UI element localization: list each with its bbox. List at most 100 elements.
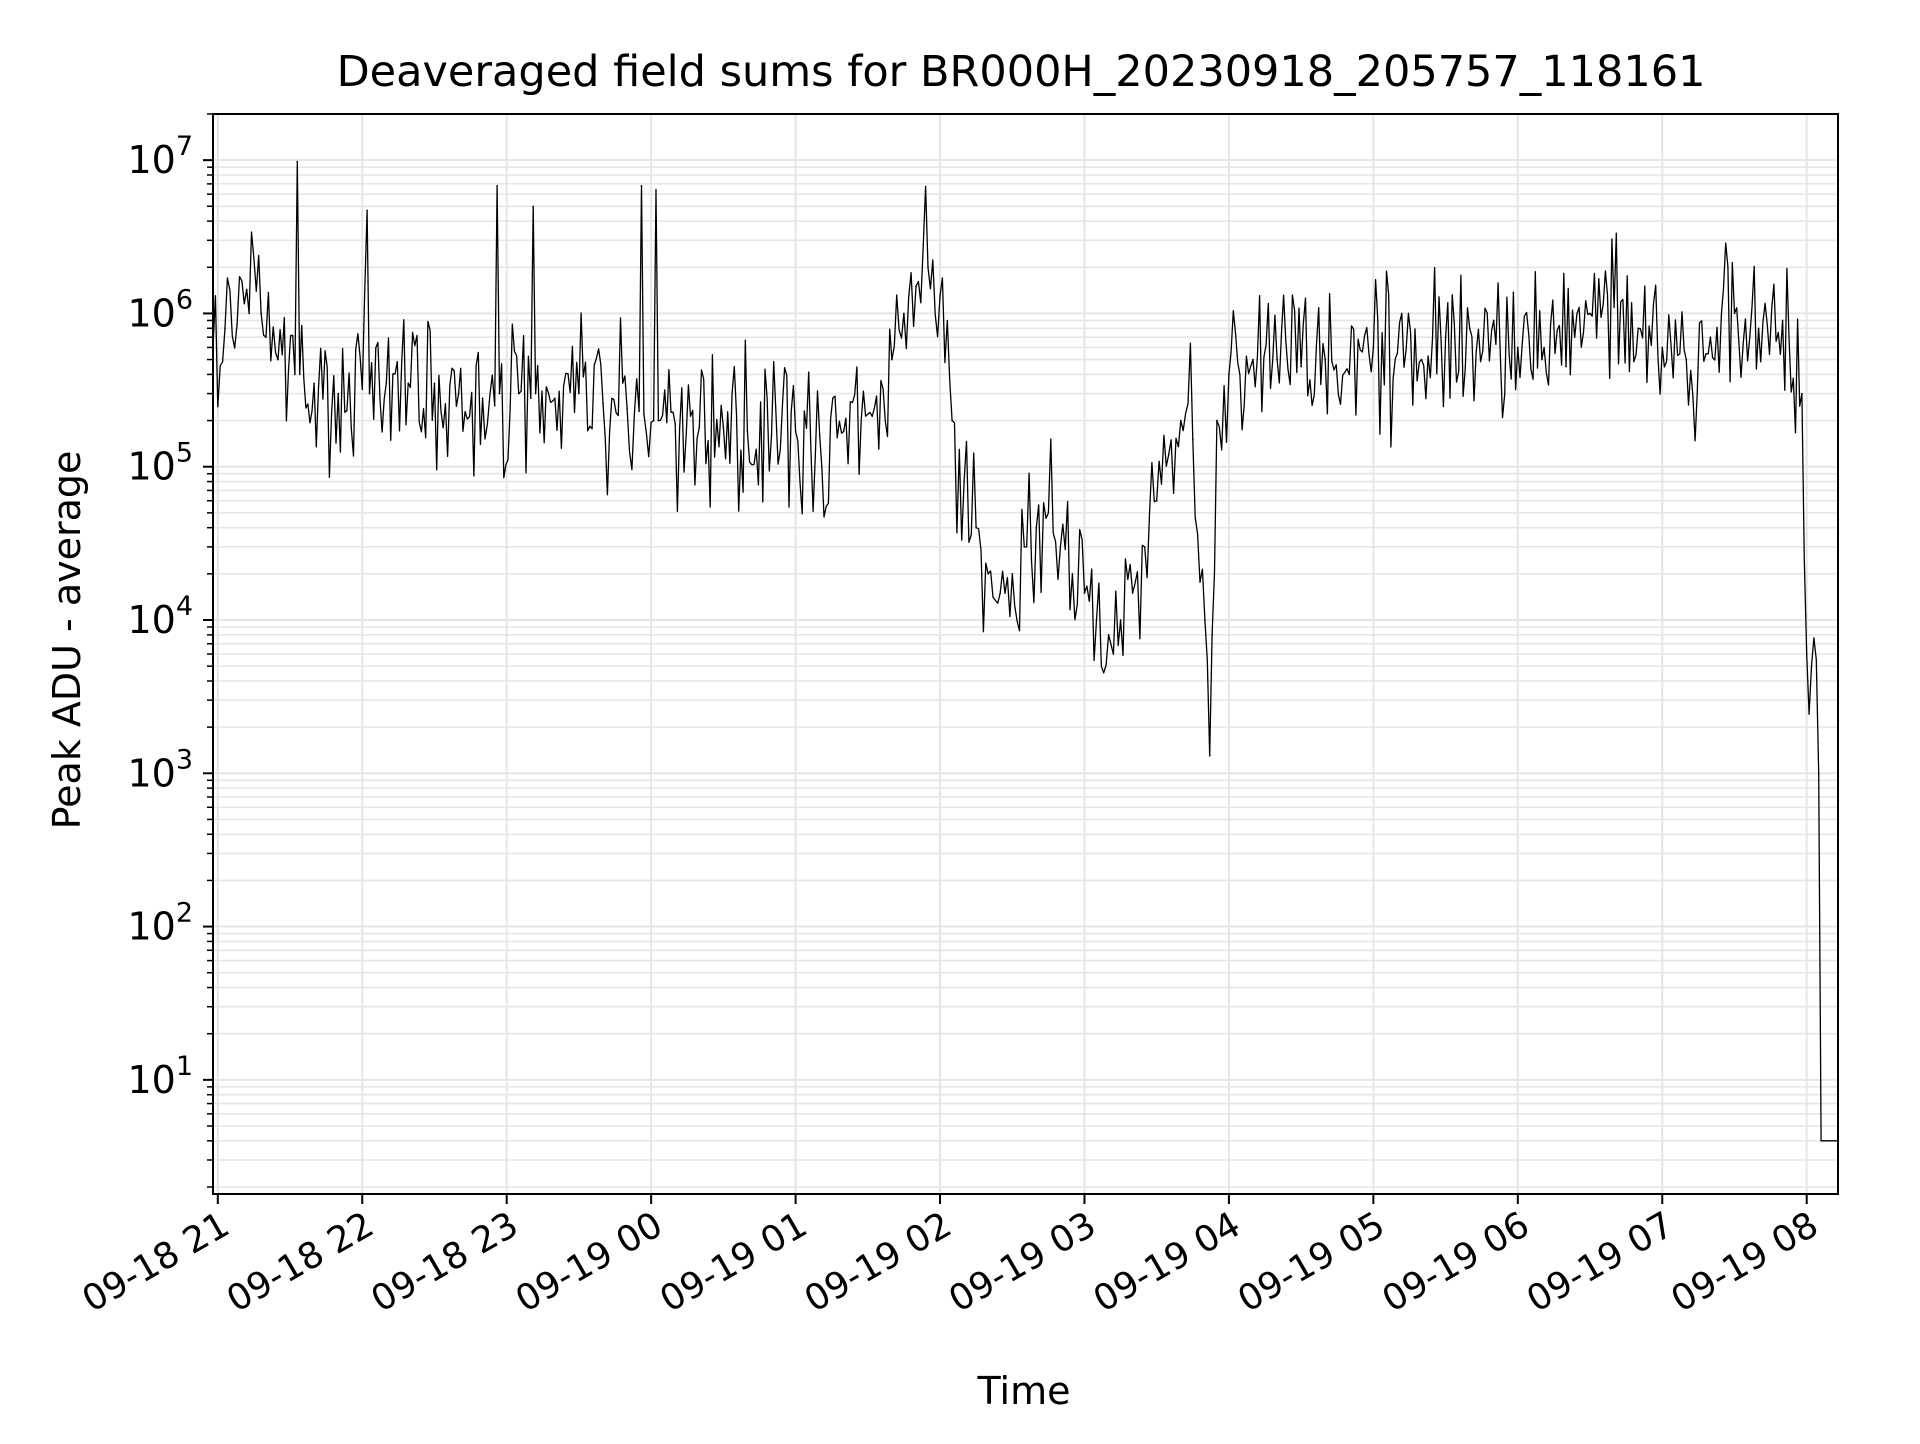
- data-point: [1637, 327, 1639, 330]
- data-point: [1208, 755, 1211, 757]
- data-point: [248, 312, 250, 315]
- y-axis-label: Peak ADU - average: [45, 451, 89, 830]
- x-tick-label: 09-19 01: [653, 1204, 814, 1320]
- x-tick-label: 09-19 07: [1520, 1204, 1681, 1320]
- data-point: [818, 434, 821, 437]
- data-point: [1817, 772, 1820, 775]
- y-tick-label: 105: [127, 438, 193, 489]
- data-point: [1733, 312, 1736, 315]
- data-point: [409, 386, 412, 389]
- data-point: [1757, 327, 1760, 330]
- data-point: [294, 373, 296, 376]
- data-point: [1820, 1140, 1822, 1142]
- data-point: [975, 526, 977, 529]
- data-point: [1685, 358, 1688, 361]
- data-point: [640, 185, 643, 187]
- data-point: [1167, 453, 1170, 456]
- data-point: [1801, 392, 1803, 395]
- data-point: [794, 430, 797, 433]
- data-point: [891, 358, 893, 361]
- data-point: [1228, 373, 1230, 376]
- x-tick-label: 09-19 04: [1087, 1204, 1248, 1320]
- x-tick-label: 09-19 06: [1376, 1204, 1537, 1320]
- data-point: [1276, 358, 1278, 361]
- data-point: [265, 336, 267, 339]
- data-point: [1095, 619, 1098, 621]
- x-axis-label: Time: [977, 1369, 1071, 1413]
- data-point: [698, 426, 701, 429]
- y-tick-label: 106: [127, 284, 193, 335]
- data-point: [1589, 312, 1591, 315]
- data-point: [1211, 634, 1213, 636]
- data-point: [1781, 319, 1784, 322]
- data-point: [361, 388, 364, 391]
- data-point: [1709, 336, 1712, 339]
- y-tick-label: 103: [127, 744, 193, 795]
- x-tick-label: 09-19 00: [509, 1204, 670, 1320]
- data-point: [1011, 573, 1014, 575]
- data-point: [298, 373, 301, 376]
- data-point: [554, 397, 556, 400]
- data-point: [1492, 319, 1495, 322]
- y-tick-label: 101: [127, 1051, 193, 1102]
- data-point: [277, 358, 279, 361]
- x-tick-label: 09-19 02: [798, 1204, 959, 1320]
- data-point: [1565, 365, 1567, 368]
- data-point: [260, 312, 262, 315]
- data-point: [915, 285, 917, 288]
- data-point: [1822, 1140, 1825, 1142]
- data-point: [1192, 438, 1194, 441]
- data-point: [1107, 634, 1110, 636]
- data-point: [963, 480, 965, 483]
- data-point: [602, 402, 604, 404]
- data-point: [255, 290, 258, 292]
- x-tick-label: 09-19 08: [1665, 1204, 1826, 1320]
- grid: [213, 113, 1838, 1194]
- data-point: [987, 573, 989, 575]
- data-point: [224, 327, 226, 330]
- data-point: [1131, 592, 1134, 594]
- data-point: [746, 430, 749, 433]
- data-point: [236, 323, 238, 326]
- chart-title: Deaveraged field sums for BR000H_2023091…: [337, 47, 1706, 97]
- data-point: [1071, 573, 1074, 575]
- data-point: [530, 397, 532, 400]
- data-point: [1613, 306, 1615, 308]
- data-point: [1517, 346, 1519, 349]
- data-point: [1444, 336, 1447, 339]
- x-tick-label: 09-18 23: [365, 1204, 526, 1320]
- data-point: [655, 189, 657, 191]
- data-point: [498, 392, 501, 395]
- data-point: [433, 382, 436, 385]
- data-point: [1180, 419, 1182, 422]
- x-tick-label: 09-18 22: [220, 1204, 381, 1320]
- data-point: [652, 419, 655, 422]
- data-point: [951, 419, 953, 422]
- data-point: [1204, 619, 1206, 621]
- data-point: [481, 397, 484, 400]
- data-point: [1810, 665, 1813, 667]
- data-point: [626, 407, 628, 410]
- data-point: [1396, 352, 1399, 355]
- data-point: [1047, 512, 1050, 514]
- data-point: [1143, 546, 1146, 548]
- y-tick-label: 107: [127, 131, 193, 182]
- data-point: [517, 392, 520, 395]
- data-point: [1083, 592, 1086, 594]
- data-point: [1468, 327, 1471, 330]
- data-point: [337, 392, 340, 395]
- data-point: [457, 392, 460, 395]
- data-point: [496, 185, 498, 187]
- data-point: [1216, 419, 1218, 422]
- data-point: [1252, 358, 1254, 361]
- x-tick-label: 09-19 05: [1231, 1204, 1392, 1320]
- data-point: [638, 410, 640, 413]
- data-point: [999, 592, 1001, 594]
- y-tick-label: 102: [127, 898, 193, 949]
- data-point: [1805, 653, 1808, 655]
- x-tick-label: 09-19 03: [942, 1204, 1103, 1320]
- data-point: [385, 382, 388, 385]
- data-point: [903, 312, 905, 315]
